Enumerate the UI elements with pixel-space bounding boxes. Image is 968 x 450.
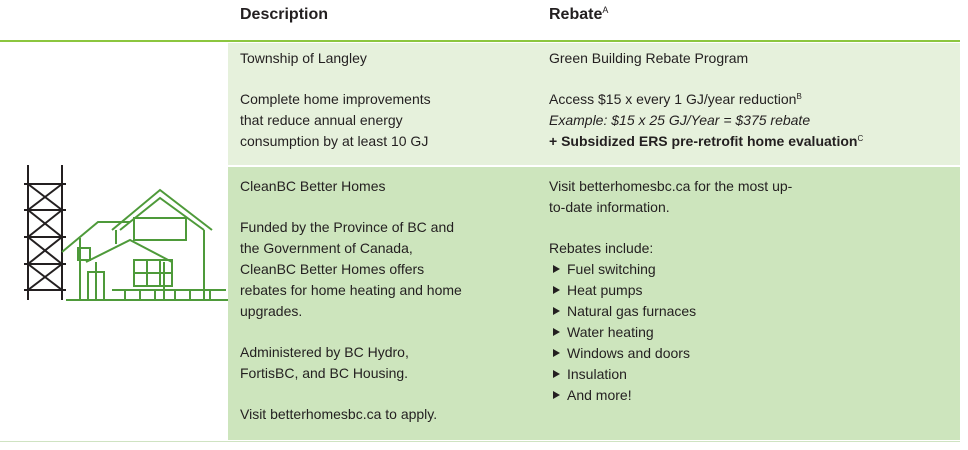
rebate-list-title: Rebates include: bbox=[549, 238, 954, 259]
description-text: Administered by BC Hydro, FortisBC, and … bbox=[240, 342, 450, 384]
rebate-cell: Visit betterhomesbc.ca for the most up-t… bbox=[549, 176, 954, 406]
header-rebate: RebateA bbox=[549, 6, 608, 24]
house-icon bbox=[0, 160, 230, 305]
rebate-program: Green Building Rebate Program bbox=[549, 48, 954, 69]
rebate-list-item: Windows and doors bbox=[549, 343, 954, 364]
rebate-list-item: And more! bbox=[549, 385, 954, 406]
page: Rebate table html, body { margin: 0; pad… bbox=[0, 0, 968, 450]
description-text: CleanBC Better Homes bbox=[240, 176, 480, 197]
description-cell: Township of Langley Complete home improv… bbox=[240, 48, 480, 172]
rebate-extra: + Subsidized ERS pre-retrofit home evalu… bbox=[549, 131, 954, 152]
rebate-cell: Green Building Rebate Program Access $15… bbox=[549, 48, 954, 152]
header-description: Description bbox=[240, 6, 328, 24]
rebate-list-item: Heat pumps bbox=[549, 280, 954, 301]
header-rebate-text: Rebate bbox=[549, 6, 602, 23]
description-text: Township of Langley bbox=[240, 48, 480, 69]
rebate-access-text: Access $15 x every 1 GJ/year reduction bbox=[549, 91, 796, 107]
rebate-access: Access $15 x every 1 GJ/year reductionB bbox=[549, 89, 954, 110]
description-text: Visit betterhomesbc.ca to apply. bbox=[240, 404, 480, 425]
rebate-list-item: Water heating bbox=[549, 322, 954, 343]
footnote-mark: A bbox=[602, 5, 608, 15]
description-text: Complete home improvements that reduce a… bbox=[240, 89, 450, 152]
footnote-mark: C bbox=[857, 134, 863, 143]
rebate-list-item: Insulation bbox=[549, 364, 954, 385]
description-text: Funded by the Province of BC and the Gov… bbox=[240, 217, 465, 322]
body: {"header": {"description": "Description"… bbox=[0, 0, 968, 450]
header-rule bbox=[0, 40, 960, 42]
bottom-rule bbox=[0, 441, 960, 442]
rebate-example: Example: $15 x 25 GJ/Year = $375 rebate bbox=[549, 110, 954, 131]
description-cell: CleanBC Better Homes Funded by the Provi… bbox=[240, 176, 480, 445]
rebate-list-item: Natural gas furnaces bbox=[549, 301, 954, 322]
rebate-extra-text: + Subsidized ERS pre-retrofit home evalu… bbox=[549, 133, 857, 149]
rebate-intro: Visit betterhomesbc.ca for the most up-t… bbox=[549, 176, 799, 218]
rebate-list-item: Fuel switching bbox=[549, 259, 954, 280]
footnote-mark: B bbox=[796, 92, 801, 101]
